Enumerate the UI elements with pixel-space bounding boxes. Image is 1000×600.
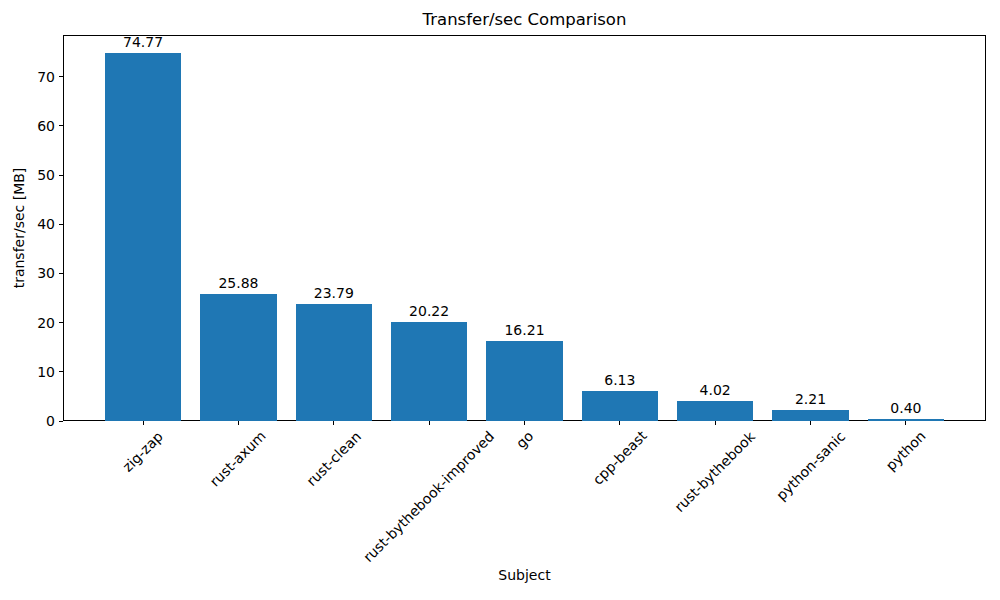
bar-value-label: 4.02 [700, 382, 731, 399]
y-tick-mark [59, 175, 63, 176]
x-tick-mark [524, 421, 525, 425]
x-axis-label: Subject [63, 567, 986, 584]
x-tick-mark [619, 421, 620, 425]
y-tick-label: 60 [0, 118, 55, 134]
y-tick-label: 20 [0, 315, 55, 331]
y-tick-mark [59, 76, 63, 77]
bar-value-label: 25.88 [218, 275, 258, 292]
bar-value-label: 23.79 [314, 285, 354, 302]
y-tick-label: 10 [0, 364, 55, 380]
bar [582, 391, 658, 421]
y-tick-mark [59, 224, 63, 225]
y-tick-mark [59, 273, 63, 274]
y-tick-mark [59, 322, 63, 323]
x-tick-mark [810, 421, 811, 425]
x-tick-mark [429, 421, 430, 425]
bar-value-label: 2.21 [795, 391, 826, 408]
chart-title: Transfer/sec Comparison [63, 11, 986, 28]
x-tick-mark [333, 421, 334, 425]
bar-value-label: 20.22 [409, 303, 449, 320]
x-tick-label: rust-clean [303, 428, 365, 490]
y-tick-mark [59, 125, 63, 126]
x-tick-label: go [512, 428, 536, 452]
y-tick-label: 30 [0, 265, 55, 281]
x-tick-mark [905, 421, 906, 425]
x-tick-label: zig-zap [119, 428, 166, 475]
x-tick-label: rust-axum [207, 428, 270, 491]
x-tick-mark [238, 421, 239, 425]
x-tick-label: rust-bythebook-improved [360, 428, 498, 566]
bar-chart-figure: Transfer/sec Comparison transfer/sec [MB… [0, 0, 1000, 600]
y-tick-label: 70 [0, 69, 55, 85]
x-tick-label: cpp-beast [589, 428, 650, 489]
bar-value-label: 0.40 [890, 400, 921, 417]
bar-value-label: 74.77 [123, 34, 163, 51]
x-tick-label: python [883, 428, 930, 475]
x-tick-label: rust-bythebook [671, 428, 759, 516]
y-tick-mark [59, 371, 63, 372]
bar [105, 53, 181, 421]
bar [486, 341, 562, 421]
bar [200, 294, 276, 421]
x-tick-mark [715, 421, 716, 425]
y-tick-label: 0 [0, 413, 55, 429]
bar [296, 304, 372, 421]
bar-value-label: 6.13 [604, 372, 635, 389]
bar [772, 410, 848, 421]
bar [391, 322, 467, 421]
y-tick-label: 50 [0, 167, 55, 183]
x-tick-mark [143, 421, 144, 425]
y-tick-label: 40 [0, 216, 55, 232]
y-tick-mark [59, 421, 63, 422]
x-tick-label: python-sanic [773, 428, 849, 504]
bar-value-label: 16.21 [504, 322, 544, 339]
bar [677, 401, 753, 421]
